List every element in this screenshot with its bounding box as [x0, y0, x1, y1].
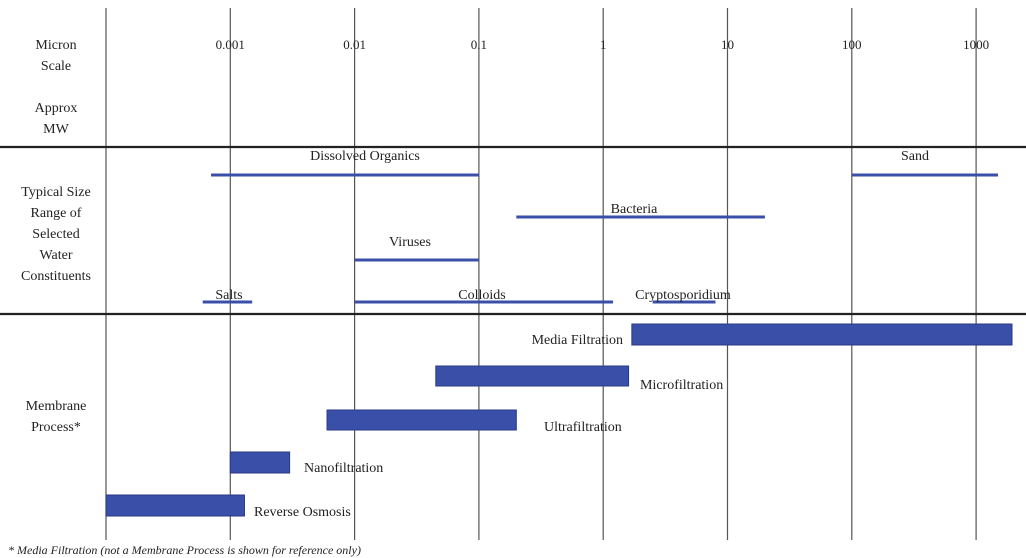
gridlines: [105, 8, 977, 540]
row-label-approx-mw: MW: [43, 122, 69, 137]
range-label-bacteria: Bacteria: [611, 202, 658, 217]
range-label-dissolved-organics: Dissolved Organics: [310, 149, 420, 164]
row-label-constituents: Selected: [32, 227, 79, 242]
tick-label: 10: [721, 37, 734, 52]
tick-label: 0.01: [343, 37, 366, 52]
process-bar-ultrafiltration: [326, 409, 517, 431]
row-label-approx-mw: Approx: [35, 101, 78, 116]
tick-label: 0.001: [216, 37, 245, 52]
footnote: * Media Filtration (not a Membrane Proce…: [8, 543, 361, 557]
row-label-membrane-process: Membrane: [26, 399, 87, 414]
range-label-colloids: Colloids: [458, 288, 505, 303]
tick-label: 0.1: [471, 37, 487, 52]
row-label-constituents: Water: [39, 248, 72, 263]
process-bars: Media Filtration Microfiltration Ultrafilt…: [105, 323, 1013, 520]
process-label-microfiltration: Microfiltration: [640, 378, 723, 393]
process-bar-nanofiltration: [229, 451, 291, 474]
tick-labels: 0.001 0.01 0.1 1 10 100 1000: [216, 37, 989, 52]
row-label-micron-scale: Scale: [41, 59, 71, 74]
tick-label: 1: [600, 37, 607, 52]
range-label-salts: Salts: [215, 288, 242, 303]
process-label-reverse-osmosis: Reverse Osmosis: [254, 505, 351, 520]
range-label-sand: Sand: [901, 149, 929, 164]
tick-label: 1000: [963, 37, 989, 52]
process-bar-reverse-osmosis: [105, 494, 245, 517]
row-label-micron-scale: Micron: [35, 38, 76, 53]
process-label-media-filtration: Media Filtration: [532, 333, 623, 348]
process-bar-media-filtration: [631, 323, 1013, 346]
row-labels: Micron Scale Approx MW Typical Size Range of S…: [21, 38, 91, 435]
tick-label: 100: [842, 37, 862, 52]
constituent-ranges: Dissolved Organics Sand Bacteria Viruses Sal…: [202, 149, 998, 304]
process-label-ultrafiltration: Ultrafiltration: [544, 420, 622, 435]
process-label-nanofiltration: Nanofiltration: [304, 461, 383, 476]
row-label-constituents: Range of: [31, 206, 82, 221]
row-label-membrane-process: Process*: [31, 420, 81, 435]
row-label-constituents: Typical Size: [21, 185, 90, 200]
row-label-constituents: Constituents: [21, 269, 91, 284]
row-dividers: [0, 145, 1026, 316]
range-label-cryptosporidium: Cryptosporidium: [635, 288, 731, 303]
range-label-viruses: Viruses: [389, 235, 431, 250]
process-bar-microfiltration: [435, 365, 630, 387]
